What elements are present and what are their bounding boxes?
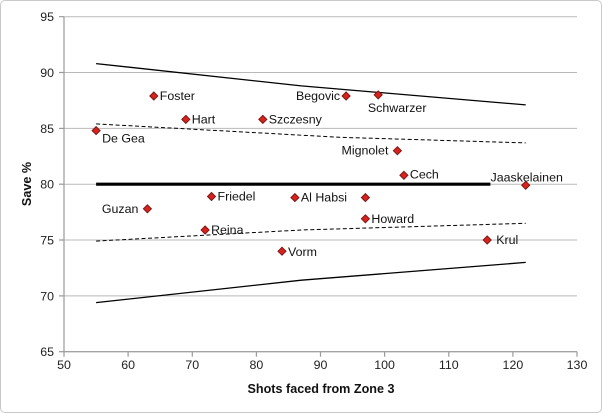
data-point-label: De Gea — [102, 132, 145, 146]
x-tick-label: 90 — [314, 358, 328, 372]
x-tick-label: 100 — [374, 358, 395, 372]
data-point-marker — [341, 91, 351, 101]
y-tick-label: 95 — [40, 10, 54, 24]
data-point-marker — [399, 170, 409, 181]
data-point-marker — [200, 225, 210, 235]
data-point-label: Cech — [410, 167, 439, 181]
data-point-label: Krul — [496, 233, 518, 247]
x-tick-label: 130 — [567, 358, 588, 372]
y-tick-label: 80 — [40, 178, 54, 192]
data-points — [91, 90, 531, 256]
data-point-marker — [373, 90, 383, 100]
data-point-label: Friedel — [218, 190, 256, 204]
data-point-label: Begovic — [296, 89, 340, 103]
data-point-label: Guzan — [102, 202, 139, 216]
y-tick-label: 85 — [40, 122, 54, 136]
data-point-marker — [258, 114, 268, 125]
data-point-label: Szczesny — [269, 112, 323, 126]
axes — [59, 16, 578, 357]
data-point-label: Foster — [160, 89, 195, 103]
y-tick-label: 75 — [40, 234, 54, 248]
data-point-label: Reina — [211, 223, 243, 237]
x-tick-label: 70 — [185, 358, 199, 372]
data-point-marker — [206, 191, 217, 202]
data-labels: De Gea Foster Hart Szczesny Begovic Schwarzer… — [102, 89, 563, 259]
x-tick-label: 120 — [503, 358, 524, 372]
data-point-label: Al Habsi — [301, 191, 347, 205]
data-point-label: Vorm — [288, 245, 317, 259]
data-point-label: Mignolet — [342, 144, 389, 158]
y-tick-label: 70 — [40, 289, 54, 303]
x-tick-label: 110 — [439, 358, 459, 372]
data-point-marker — [91, 125, 101, 136]
data-point-marker — [149, 91, 159, 101]
data-point-marker — [181, 114, 191, 125]
x-tick-label: 80 — [250, 358, 264, 372]
data-point-marker — [482, 235, 492, 245]
data-point-marker — [392, 145, 403, 156]
reference-lines — [96, 62, 526, 304]
ref-line-lower-solid — [96, 261, 526, 304]
data-point-marker — [142, 204, 153, 214]
y-tick-label: 65 — [40, 345, 54, 359]
x-axis-title: Shots faced from Zone 3 — [248, 382, 395, 396]
data-point-marker — [290, 192, 300, 203]
ref-line-upper-solid — [96, 62, 526, 106]
data-point-marker — [360, 192, 371, 203]
data-point-label: Howard — [371, 212, 414, 226]
x-tick-label: 50 — [57, 358, 71, 372]
ref-line-lower-dashed — [96, 222, 526, 242]
x-tick-label: 60 — [121, 358, 135, 372]
data-point-label: Schwarzer — [368, 101, 427, 115]
y-axis-title: Save % — [20, 162, 34, 206]
data-point-marker — [277, 246, 287, 256]
data-point-marker — [360, 214, 371, 224]
data-point-label: Hart — [192, 112, 216, 126]
tick-labels: 50 60 70 80 90 100 110 120 130 65 70 75 80 85 90 95 — [40, 10, 587, 372]
ref-line-upper-dashed — [96, 123, 526, 144]
data-point-label: Jaaskelainen — [491, 170, 563, 184]
data-point-marker — [520, 180, 531, 191]
y-tick-label: 90 — [40, 66, 54, 80]
